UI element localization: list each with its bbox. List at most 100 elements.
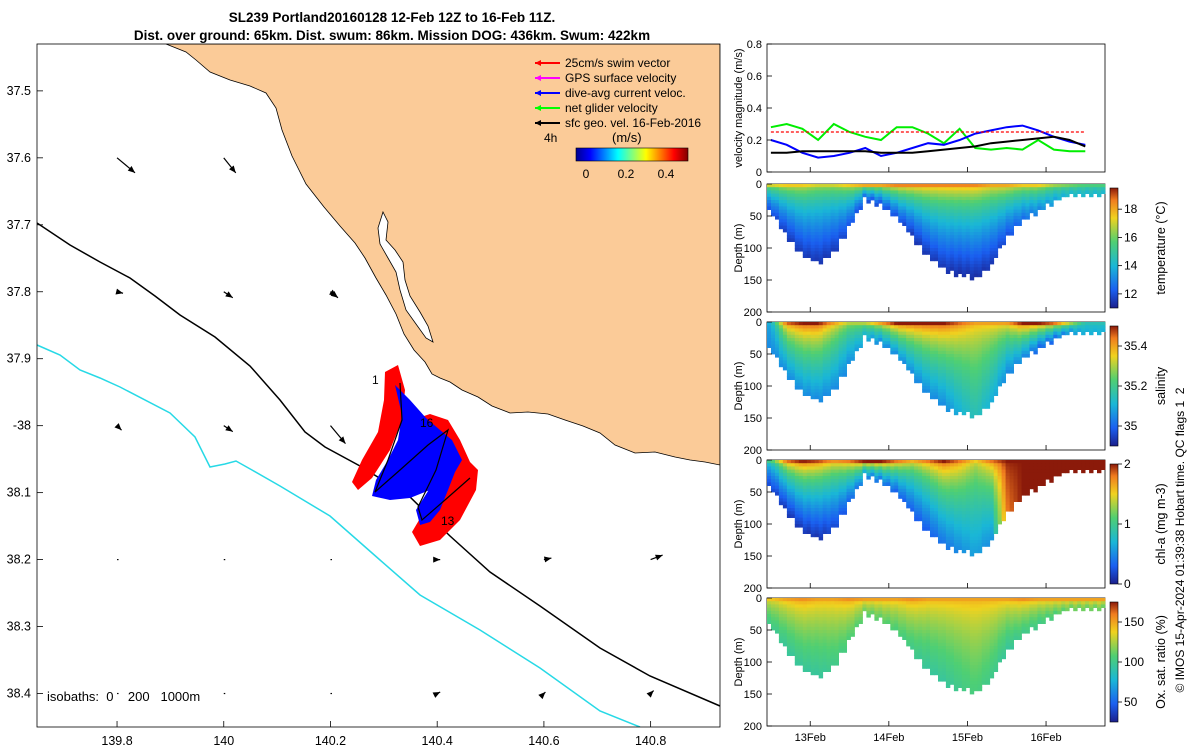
section-cell (1097, 322, 1102, 326)
section-cell (1009, 504, 1014, 509)
section-cell (922, 235, 927, 239)
section-cell (985, 495, 991, 499)
section-cell (814, 379, 820, 384)
section-cell (798, 379, 804, 384)
section-cell (790, 504, 796, 509)
section-cell (1001, 200, 1006, 204)
section-cell (822, 379, 828, 384)
section-cell (814, 357, 820, 361)
section-cell (830, 341, 835, 345)
section-cell (1025, 334, 1030, 339)
section-cell (790, 347, 796, 352)
section-cell (790, 238, 796, 242)
section-cell (810, 360, 816, 364)
section-cell (810, 655, 816, 660)
section-cell (945, 184, 951, 188)
section-cell (854, 476, 859, 480)
section-cell (1001, 504, 1006, 509)
section-cell (961, 322, 967, 326)
section-cell (794, 620, 800, 624)
section-cell (830, 524, 835, 528)
section-cell (981, 331, 987, 336)
section-cell (846, 338, 851, 342)
section-cell (1073, 466, 1078, 470)
section-cell (1013, 488, 1018, 493)
section-cell (1013, 338, 1018, 342)
section-cell (775, 350, 780, 355)
section-cell (794, 235, 800, 239)
section-cell (953, 665, 959, 669)
section-cell (918, 235, 923, 239)
section-cell (977, 235, 983, 239)
section-cell (767, 344, 772, 348)
section-cell (934, 668, 939, 672)
section-cell (914, 626, 919, 631)
section-cell (826, 360, 831, 364)
section-cell (977, 338, 983, 342)
section-cell (846, 604, 851, 608)
section-cell (802, 601, 808, 605)
section-cell (926, 652, 931, 656)
section-cell (878, 190, 883, 194)
section-cell (981, 543, 987, 547)
section-cell (1005, 184, 1010, 188)
section-cell (822, 517, 828, 522)
section-cell (838, 350, 843, 355)
section-cell (838, 460, 843, 464)
section-cell (969, 636, 975, 640)
section-cell (973, 392, 979, 396)
section-cell (985, 382, 991, 387)
colorbar-tick-label: 35.4 (1124, 339, 1148, 353)
section-cell (914, 508, 919, 512)
section-cell (1021, 325, 1026, 329)
section-cell (771, 187, 776, 191)
section-cell (993, 479, 999, 483)
section-cell (942, 469, 947, 474)
section-cell (1073, 322, 1078, 326)
section-cell (985, 379, 991, 384)
section-cell (818, 601, 824, 605)
section-cell (818, 338, 824, 342)
section-cell (794, 488, 800, 493)
section-cell (838, 504, 843, 509)
section-cell (830, 184, 835, 188)
section-cell (798, 370, 804, 374)
section-cell (814, 604, 820, 608)
section-cell (993, 248, 999, 252)
section-cell (806, 228, 812, 233)
section-cell (918, 338, 923, 342)
section-cell (942, 460, 947, 464)
section-cell (1053, 469, 1058, 474)
section-cell (945, 649, 951, 653)
section-cell (949, 344, 955, 348)
section-cell (961, 398, 967, 403)
section-cell (985, 530, 991, 534)
velocity-line (770, 122, 1086, 153)
section-cell (822, 472, 828, 477)
section-cell (858, 482, 863, 486)
section-cell (767, 331, 772, 336)
section-cell (930, 193, 935, 198)
section-cell (882, 479, 887, 483)
section-cell (945, 232, 951, 236)
section-cell (965, 354, 971, 358)
section-cell (934, 392, 939, 396)
section-cell (854, 607, 859, 612)
section-cell (826, 517, 831, 522)
section-cell (842, 623, 847, 628)
section-cell (902, 190, 907, 194)
section-cell (914, 225, 919, 230)
section-cell (794, 206, 800, 210)
section-cell (914, 501, 919, 506)
section-cell (822, 389, 828, 393)
section-cell (767, 620, 772, 624)
section-cell (802, 379, 808, 384)
section-cell (942, 398, 947, 403)
section-cell (854, 341, 859, 345)
section-cell (957, 196, 963, 201)
section-cell (806, 193, 812, 198)
legend-label: 25cm/s swim vector (565, 56, 670, 70)
depth-tick-label: 50 (750, 349, 762, 361)
section-cell (886, 614, 891, 618)
